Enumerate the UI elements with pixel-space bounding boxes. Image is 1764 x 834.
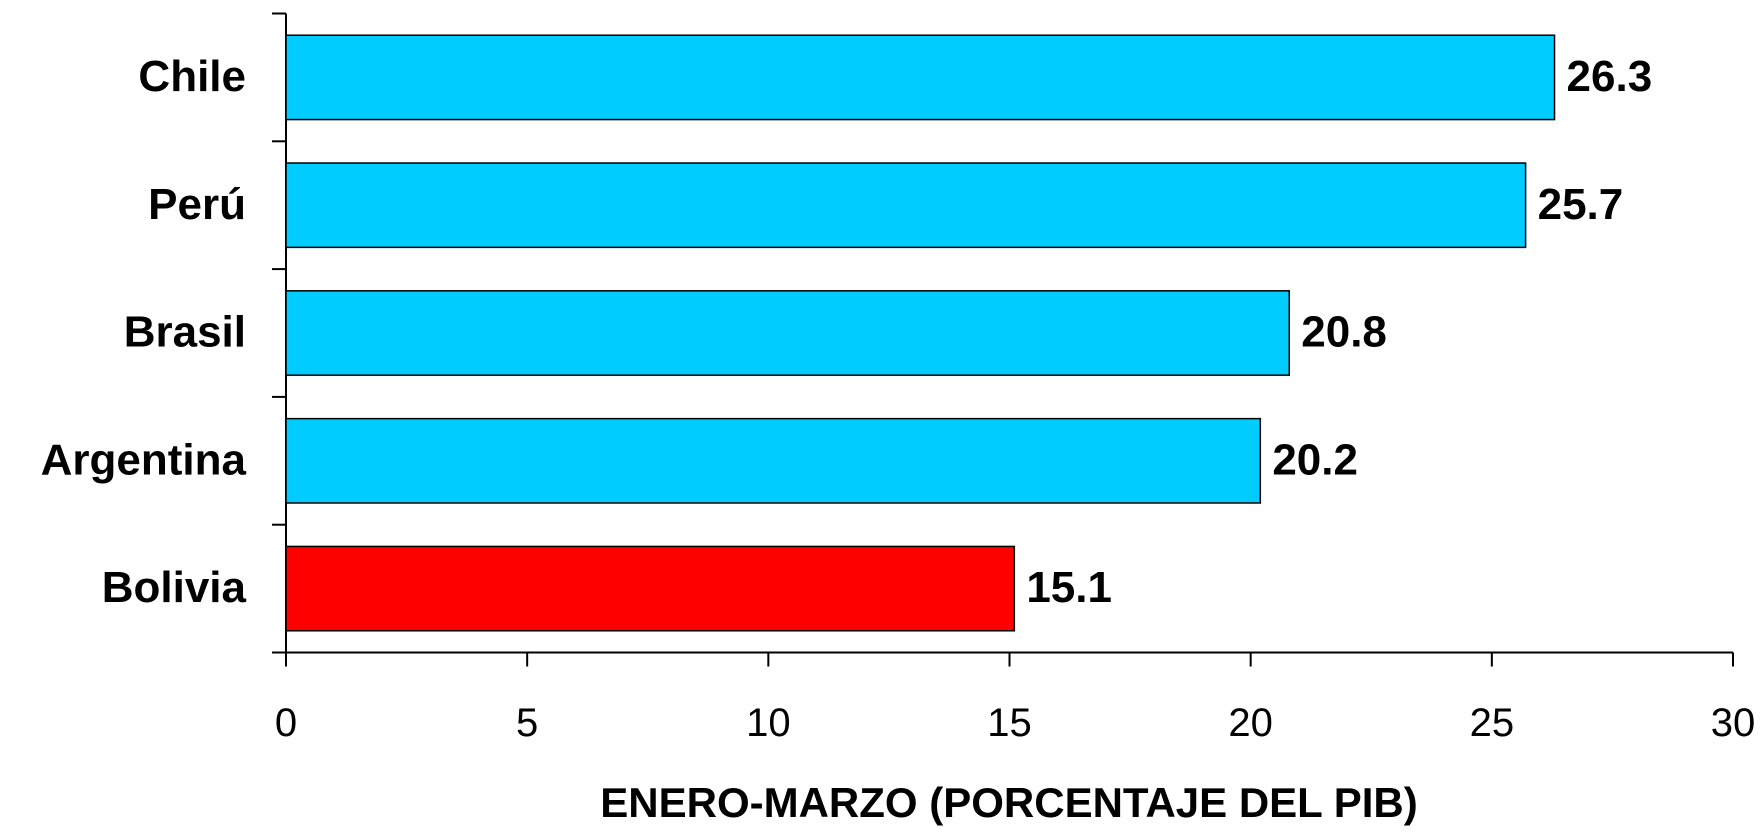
y-tick-label: Argentina	[41, 435, 247, 484]
bar	[285, 545, 1016, 632]
y-tick-label: Brasil	[124, 308, 246, 357]
value-label: 25.7	[1538, 180, 1624, 229]
x-tick-label: 20	[1228, 701, 1273, 745]
value-label: 20.8	[1301, 308, 1387, 357]
x-axis-label: ENERO-MARZO (PORCENTAJE DEL PIB)	[600, 779, 1417, 826]
bar	[285, 290, 1291, 376]
value-label: 15.1	[1026, 563, 1112, 612]
bar	[285, 162, 1527, 249]
bar	[285, 417, 1262, 504]
y-tick-label: Bolivia	[102, 563, 247, 612]
x-tick-label: 0	[275, 701, 297, 745]
x-tick-label: 5	[516, 701, 538, 745]
value-label: 20.2	[1272, 435, 1358, 484]
bar	[285, 34, 1556, 121]
y-tick-label: Chile	[138, 52, 246, 101]
y-tick-label: Perú	[148, 180, 246, 229]
x-tick-label: 10	[746, 701, 791, 745]
x-tick-label: 30	[1711, 701, 1756, 745]
value-label: 26.3	[1567, 52, 1653, 101]
x-tick-label: 25	[1470, 701, 1515, 745]
x-tick-label: 15	[987, 701, 1032, 745]
